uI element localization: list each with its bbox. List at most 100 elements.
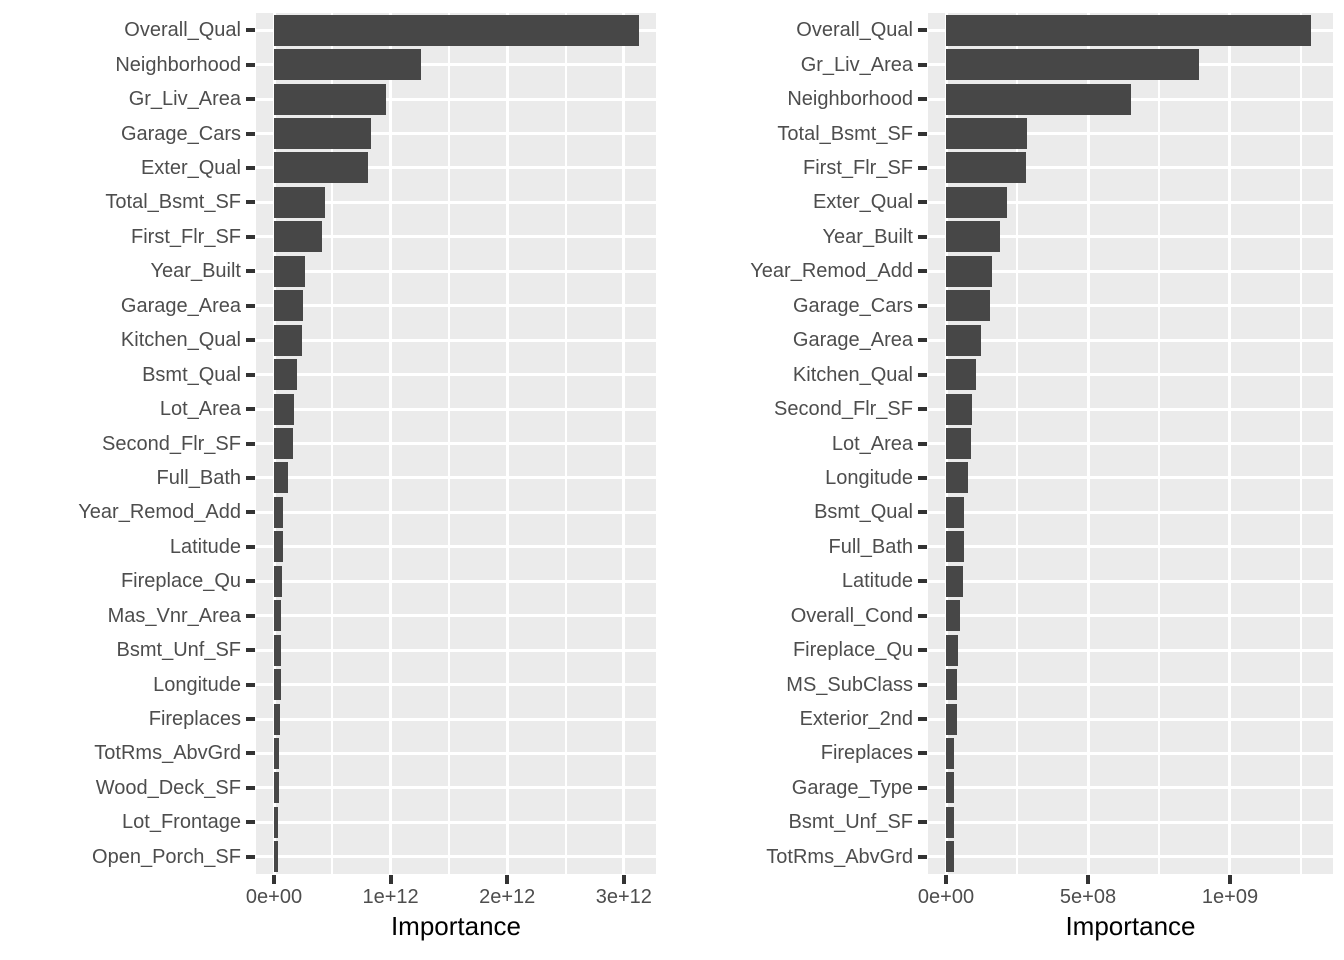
y-axis-label: Exter_Qual (812, 191, 913, 214)
y-axis-label: Garage_Area (120, 294, 241, 317)
y-axis-tick (918, 234, 927, 239)
y-axis-label: Neighborhood (115, 53, 241, 76)
x-axis-tick-label: 0e+00 (245, 886, 303, 908)
y-axis-tick (246, 579, 255, 584)
y-axis-tick (246, 441, 255, 446)
gridline-major-horizontal (256, 683, 656, 687)
gridline-major-horizontal (256, 717, 656, 721)
y-axis-label: Neighborhood (787, 88, 913, 111)
x-axis-tick-label: 1e+12 (362, 886, 419, 908)
y-axis-tick (918, 579, 927, 584)
importance-bar (946, 290, 991, 322)
y-axis-tick (246, 475, 255, 480)
gridline-major-horizontal (928, 545, 1333, 549)
y-axis-label: Year_Built (822, 225, 913, 248)
y-axis-label: Second_Flr_SF (774, 398, 913, 421)
y-axis-tick (246, 165, 255, 170)
importance-bar (946, 118, 1028, 150)
importance-bar (946, 600, 960, 632)
x-axis-tick (272, 875, 276, 884)
gridline-major-horizontal (928, 269, 1333, 273)
gridline-major-horizontal (256, 614, 656, 618)
y-axis-label: Fireplace_Qu (792, 639, 913, 662)
importance-bar (946, 737, 955, 769)
y-axis-label: MS_SubClass (786, 673, 913, 696)
y-axis-tick (246, 820, 255, 825)
y-axis-tick (918, 269, 927, 274)
y-axis-tick (246, 97, 255, 102)
importance-bar (274, 118, 371, 150)
y-axis-tick (918, 785, 927, 790)
x-axis-tick-label: 5e+08 (1059, 886, 1117, 908)
y-axis-label: Bsmt_Unf_SF (788, 811, 913, 834)
importance-bar (274, 462, 288, 494)
y-axis-tick (918, 303, 927, 308)
gridline-major-horizontal (928, 373, 1333, 377)
importance-bar (946, 806, 954, 838)
gridline-major-horizontal (256, 442, 656, 445)
importance-bar (946, 255, 992, 287)
y-axis-label: Fireplaces (820, 742, 913, 765)
y-axis-label: Exter_Qual (140, 156, 241, 179)
y-axis-label: Bsmt_Qual (814, 501, 913, 524)
gridline-major-horizontal (256, 820, 656, 824)
x-axis-tick (621, 875, 626, 884)
importance-bar (274, 255, 306, 287)
y-axis-label: Fireplaces (148, 708, 241, 731)
importance-bar (274, 600, 282, 632)
y-axis-label: Bsmt_Unf_SF (116, 639, 241, 662)
importance-bar (274, 152, 368, 184)
y-axis-tick (246, 28, 255, 33)
y-axis-label: First_Flr_SF (803, 156, 913, 179)
importance-bar (274, 428, 293, 459)
y-axis-label: Overall_Qual (124, 19, 241, 42)
y-axis-tick (918, 854, 927, 859)
y-axis-tick (918, 682, 927, 687)
y-axis-label: Garage_Cars (792, 294, 913, 317)
importance-bar (946, 186, 1008, 218)
y-axis-label: First_Flr_SF (131, 225, 241, 248)
y-axis-tick (918, 131, 927, 136)
y-axis-tick (246, 303, 255, 308)
importance-bar (274, 531, 283, 563)
gridline-major-horizontal (256, 63, 656, 67)
gridline-major-horizontal (928, 820, 1333, 824)
importance-bar (274, 359, 297, 391)
gridline-major-horizontal (256, 855, 656, 859)
x-axis-tick (1227, 875, 1232, 884)
y-axis-tick (918, 200, 927, 205)
gridline-major-horizontal (256, 786, 656, 790)
y-axis-tick (246, 269, 255, 274)
gridline-major-horizontal (928, 510, 1333, 514)
x-axis-title-right: Importance (1065, 911, 1196, 941)
gridline-major-horizontal (928, 717, 1333, 721)
importance-bar (274, 290, 303, 322)
importance-bar (274, 324, 302, 356)
y-axis-tick (246, 717, 255, 722)
y-axis-tick (918, 717, 927, 722)
importance-bar (274, 669, 281, 701)
gridline-major-horizontal (256, 751, 656, 755)
gridline-major-horizontal (928, 200, 1333, 204)
importance-bar (946, 221, 1000, 253)
y-axis-tick (918, 372, 927, 377)
gridline-major-horizontal (256, 166, 656, 170)
y-axis-tick (918, 97, 927, 102)
gridline-major-horizontal (256, 545, 656, 549)
y-axis-label: Lot_Area (159, 398, 241, 421)
y-axis-label: Gr_Liv_Area (128, 88, 241, 111)
x-axis-tick (388, 875, 393, 884)
gridline-major-horizontal (256, 373, 656, 377)
y-axis-label: Lot_Frontage (122, 811, 241, 834)
y-axis-label: Exterior_2nd (799, 708, 913, 731)
plot-panel (256, 13, 656, 874)
importance-bar (274, 83, 386, 115)
importance-bar (946, 152, 1027, 184)
gridline-major-horizontal (256, 235, 656, 239)
y-axis-tick (246, 62, 255, 67)
y-axis-label: Garage_Cars (120, 122, 241, 145)
y-axis-label: TotRms_AbvGrd (94, 742, 241, 765)
y-axis-tick (918, 338, 927, 343)
importance-bar (274, 634, 281, 666)
